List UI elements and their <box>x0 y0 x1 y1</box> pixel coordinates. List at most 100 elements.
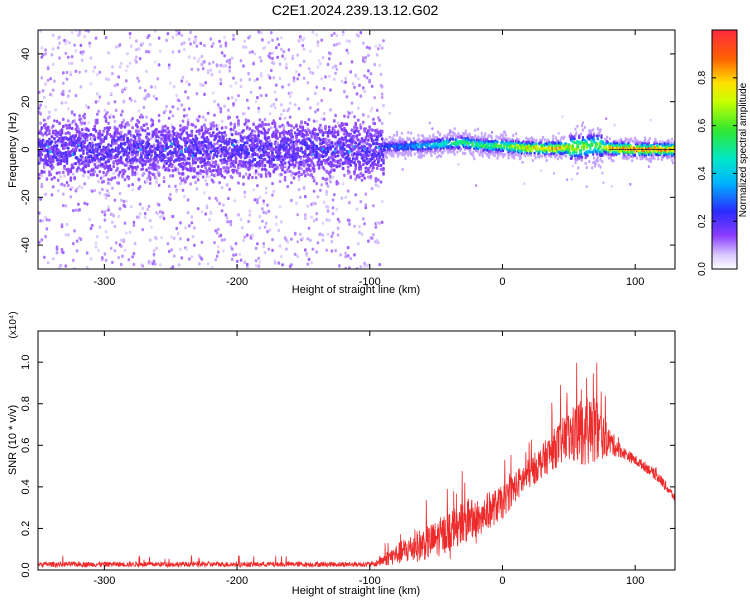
heatmap-cell <box>200 240 204 244</box>
heatmap-cell <box>159 49 162 53</box>
heatmap-cell <box>136 153 139 157</box>
heatmap-cell <box>112 115 115 119</box>
heatmap-cell <box>39 156 42 160</box>
heatmap-cell <box>343 147 346 151</box>
heatmap-cell <box>85 251 89 255</box>
heatmap-cell <box>253 198 257 202</box>
heatmap-cell <box>67 94 70 98</box>
heatmap-cell <box>199 83 202 87</box>
heatmap-cell <box>368 170 371 175</box>
heatmap-cell <box>165 104 168 109</box>
heatmap-cell <box>148 43 152 47</box>
heatmap-cell <box>304 154 307 158</box>
heatmap-cell <box>310 261 313 265</box>
heatmap-cell <box>315 217 318 221</box>
heatmap-cell <box>237 213 240 217</box>
heatmap-cell <box>321 221 325 225</box>
heatmap-cell <box>460 147 463 151</box>
heatmap-cell <box>388 135 391 139</box>
heatmap-cell <box>104 173 108 177</box>
heatmap-cell <box>39 150 42 154</box>
heatmap-cell <box>141 228 144 232</box>
heatmap-cell <box>315 212 318 216</box>
heatmap-cell <box>73 176 76 180</box>
heatmap-cell <box>372 166 375 170</box>
heatmap-cell <box>369 72 373 76</box>
heatmap-cell <box>213 113 216 117</box>
heatmap-cell <box>317 59 321 63</box>
heatmap-cell <box>169 133 172 137</box>
heatmap-cell <box>410 131 413 135</box>
heatmap-cell <box>326 134 330 138</box>
heatmap-cell <box>244 45 248 49</box>
heatmap-cell <box>53 79 56 83</box>
heatmap-cell <box>331 144 335 148</box>
heatmap-cell <box>263 157 267 161</box>
heatmap-cell <box>119 262 123 267</box>
heatmap-cell <box>177 263 181 267</box>
heatmap-cell <box>44 105 47 109</box>
heatmap-cell <box>183 125 186 130</box>
heatmap-cell <box>107 191 110 196</box>
heatmap-cell <box>155 131 158 135</box>
heatmap-cell <box>484 132 487 136</box>
heatmap-cell <box>154 60 157 64</box>
heatmap-cell <box>103 108 107 112</box>
heatmap-cell <box>111 65 114 69</box>
heatmap-cell <box>82 50 85 54</box>
heatmap-cell <box>222 64 225 68</box>
heatmap-cell <box>166 242 170 246</box>
heatmap-cell <box>217 245 220 249</box>
heatmap-cell <box>334 64 337 68</box>
heatmap-cell <box>198 262 201 266</box>
heatmap-cell <box>333 31 336 35</box>
heatmap-cell <box>287 138 291 142</box>
heatmap-cell <box>148 176 152 180</box>
heatmap-cell <box>141 206 144 210</box>
heatmap-cell <box>380 92 384 96</box>
heatmap-cell <box>431 149 434 154</box>
heatmap-cell <box>50 135 54 139</box>
heatmap-cell <box>373 63 376 67</box>
heatmap-cell <box>331 175 335 179</box>
heatmap-cell <box>102 174 105 178</box>
heatmap-cell <box>113 125 117 129</box>
heatmap-cell <box>378 118 381 122</box>
heatmap-cell <box>278 62 282 66</box>
heatmap-cell <box>84 104 88 108</box>
heatmap-cell <box>56 189 60 193</box>
heatmap-cell <box>40 174 44 178</box>
heatmap-cell <box>355 92 359 96</box>
heatmap-cell <box>152 94 156 99</box>
heatmap-cell <box>328 125 331 129</box>
heatmap-cell <box>88 217 91 222</box>
heatmap-cell <box>70 163 74 167</box>
heatmap-cell <box>188 157 191 161</box>
heatmap-cell <box>360 178 364 182</box>
heatmap-cell <box>53 153 56 157</box>
heatmap-cell <box>214 258 218 262</box>
heatmap-cell <box>64 264 68 268</box>
heatmap-cell <box>343 152 346 156</box>
heatmap-cell <box>98 144 102 149</box>
heatmap-cell <box>410 153 413 157</box>
heatmap-cell <box>214 163 218 167</box>
heatmap-cell <box>370 106 374 110</box>
heatmap-cell <box>281 263 284 267</box>
heatmap-cell <box>223 130 226 135</box>
heatmap-cell <box>177 31 181 35</box>
heatmap-cell <box>288 169 292 173</box>
heatmap-cell <box>82 151 85 155</box>
heatmap-cell <box>93 124 97 128</box>
heatmap-cell <box>68 123 71 127</box>
heatmap-cell <box>436 130 440 134</box>
heatmap-cell <box>64 146 68 150</box>
heatmap-cell <box>127 155 131 159</box>
heatmap-cell <box>312 169 316 173</box>
heatmap-cell <box>131 117 134 121</box>
heatmap-cell <box>247 176 250 180</box>
heatmap-cell <box>316 65 320 69</box>
heatmap-cell <box>335 67 339 71</box>
heatmap-cell <box>275 215 278 219</box>
heatmap-cell <box>264 186 268 190</box>
